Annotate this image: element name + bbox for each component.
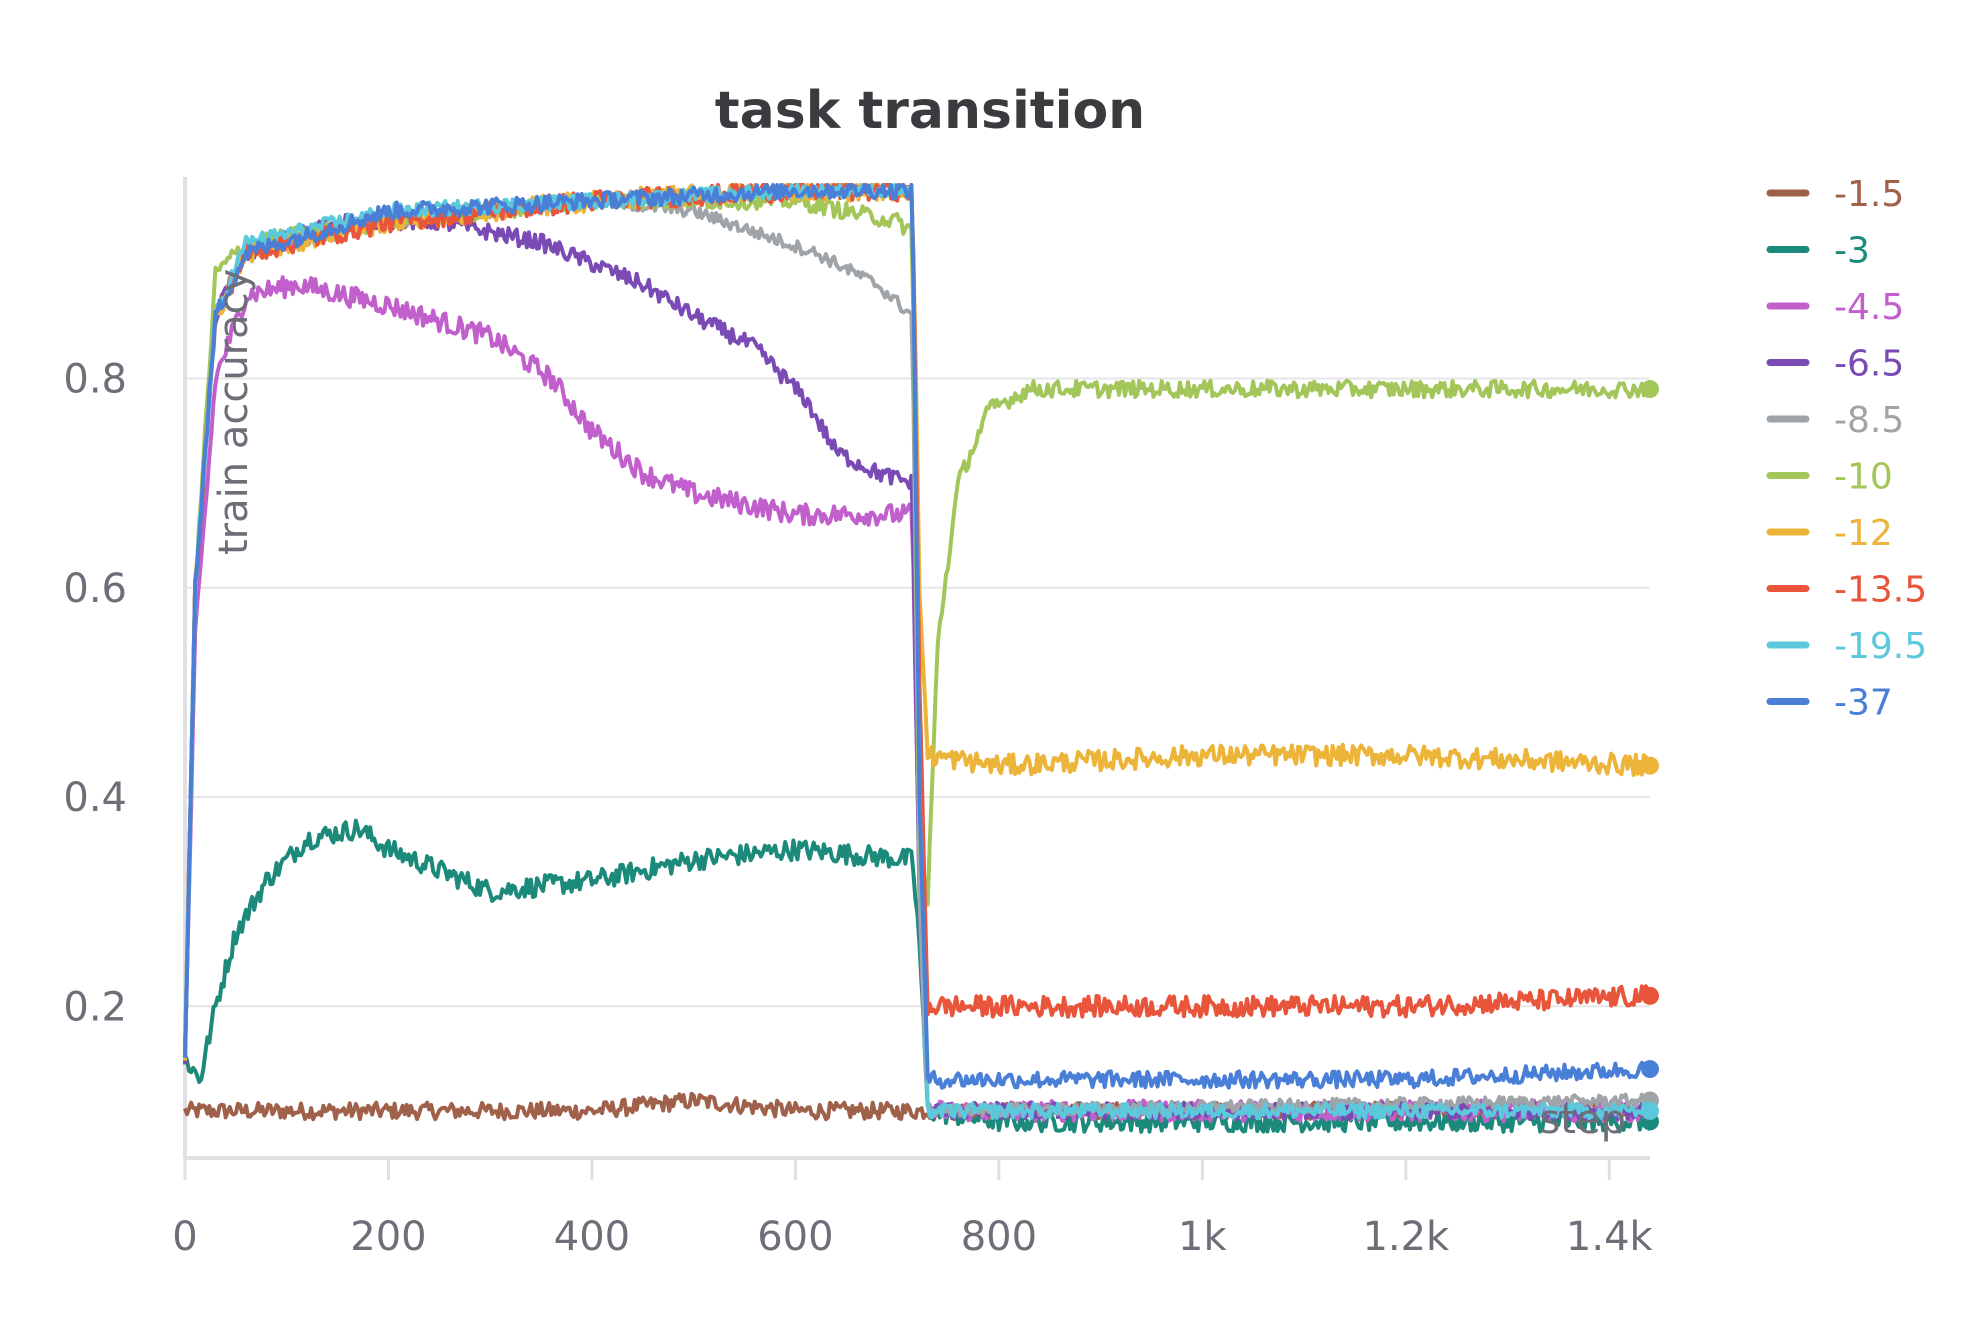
legend-label: -19.5 bbox=[1834, 626, 1927, 667]
legend-label: -8.5 bbox=[1834, 400, 1904, 441]
y-tick-label: 0.4 bbox=[63, 775, 127, 821]
legend-label: -6.5 bbox=[1834, 344, 1904, 385]
x-axis-label: step bbox=[1539, 1097, 1626, 1143]
x-tick-label: 800 bbox=[961, 1214, 1037, 1260]
chart-title: task transition bbox=[715, 81, 1145, 141]
series-line bbox=[183, 818, 1652, 1134]
legend-label: -37 bbox=[1834, 683, 1893, 724]
x-tick-label: 0 bbox=[172, 1214, 197, 1260]
series-line bbox=[183, 183, 1652, 1090]
legend-label: -10 bbox=[1834, 457, 1893, 498]
legend: -1.5 -3 -4.5 -6.5 -8.5 -10 -12 -13.5 -19.5 -37 bbox=[1766, 174, 1927, 724]
series-end-marker bbox=[1641, 1060, 1659, 1079]
series-end-marker bbox=[1641, 756, 1659, 775]
y-axis-label: train accuracy bbox=[211, 269, 257, 555]
legend-label: -4.5 bbox=[1834, 287, 1904, 328]
x-tick-label: 1.2k bbox=[1362, 1214, 1450, 1260]
x-tick-label: 600 bbox=[757, 1214, 833, 1260]
legend-label: -1.5 bbox=[1834, 174, 1904, 215]
x-tick-label: 400 bbox=[554, 1214, 630, 1260]
series-end-marker bbox=[1641, 986, 1659, 1005]
legend-label: -3 bbox=[1834, 231, 1870, 272]
x-tick-label: 200 bbox=[350, 1214, 426, 1260]
x-tick-label: 1.4k bbox=[1566, 1214, 1654, 1260]
y-tick-label: 0.2 bbox=[63, 984, 127, 1030]
series-end-marker bbox=[1641, 380, 1659, 399]
legend-label: -12 bbox=[1834, 513, 1893, 554]
x-tick-label: 1k bbox=[1178, 1214, 1227, 1260]
axes: 0.2 0.4 0.6 0.8 0 200 400 600 800 1k 1.2k 1.4k bbox=[63, 177, 1654, 1260]
legend-label: -13.5 bbox=[1834, 570, 1927, 611]
series-lines bbox=[183, 183, 1659, 1134]
y-tick-label: 0.8 bbox=[63, 357, 127, 403]
series-end-marker bbox=[1641, 1101, 1659, 1120]
y-tick-label: 0.6 bbox=[63, 566, 127, 612]
